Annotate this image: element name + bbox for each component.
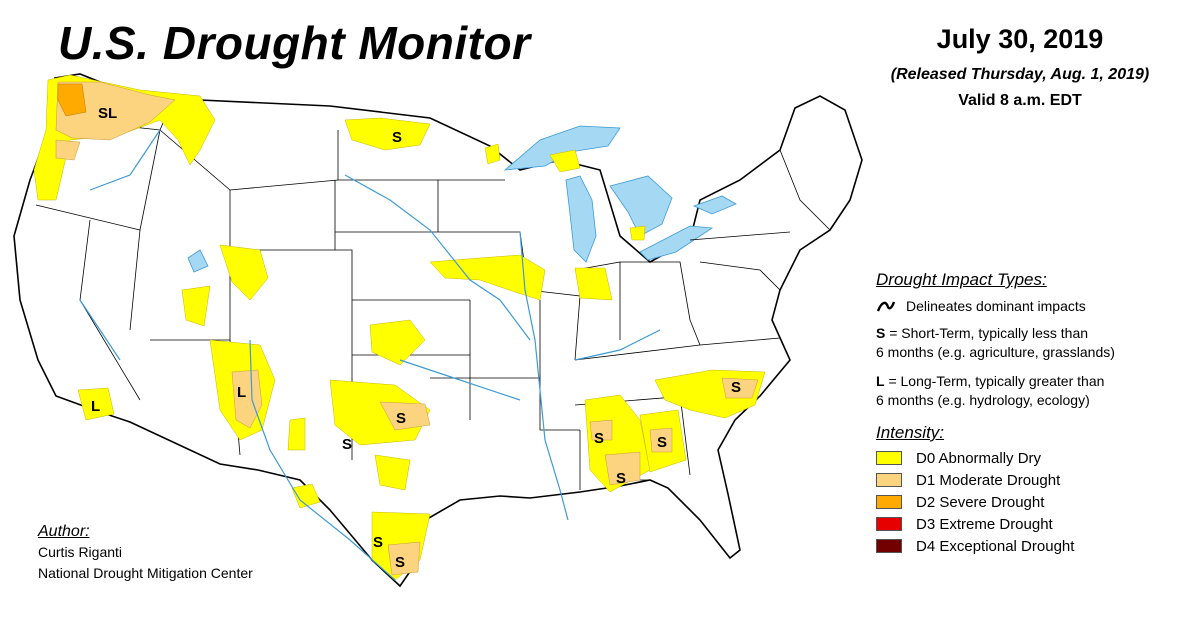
delineates-text: Delineates dominant impacts bbox=[906, 298, 1086, 314]
d0-ut-wy bbox=[219, 244, 269, 301]
d0-nd bbox=[344, 117, 431, 151]
map-label-nd-s: S bbox=[392, 129, 402, 146]
intensity-swatch bbox=[876, 495, 902, 509]
lake-ontario bbox=[692, 195, 737, 215]
intensity-label: D0 Abnormally Dry bbox=[916, 449, 1042, 467]
intensity-legend: Intensity: D0 Abnormally Dry D1 Moderate … bbox=[876, 423, 1176, 557]
intensity-item: D4 Exceptional Drought bbox=[876, 535, 1176, 557]
d2-wa bbox=[57, 83, 87, 117]
map-label-ca-l: L bbox=[91, 398, 100, 415]
author-org: National Drought Mitigation Center bbox=[38, 565, 253, 581]
d1-areas bbox=[55, 81, 759, 576]
intensity-item: D0 Abnormally Dry bbox=[876, 447, 1176, 469]
intensity-item: D3 Extreme Drought bbox=[876, 513, 1176, 535]
rivers bbox=[79, 129, 661, 581]
d1-nm bbox=[231, 369, 263, 429]
impact-types-heading: Drought Impact Types: bbox=[876, 270, 1047, 289]
map-title: U.S. Drought Monitor bbox=[58, 17, 531, 69]
map-label-tx-s2: S bbox=[395, 554, 405, 571]
d0-ks bbox=[369, 319, 426, 366]
short-term-def: S = Short-Term, typically less than 6 mo… bbox=[876, 324, 1186, 362]
map-date: July 30, 2019 bbox=[936, 24, 1104, 54]
intensity-label: D3 Extreme Drought bbox=[916, 515, 1053, 533]
d1-al bbox=[604, 451, 641, 486]
release-date: (Released Thursday, Aug. 1, 2019) bbox=[890, 66, 1150, 83]
great-salt-lake bbox=[187, 249, 209, 273]
impact-types-legend: Drought Impact Types: Delineates dominan… bbox=[876, 270, 1186, 410]
intensity-label: D4 Exceptional Drought bbox=[916, 537, 1075, 555]
long-term-letter: L bbox=[876, 373, 885, 389]
map-label-tx-w-s: S bbox=[342, 436, 352, 453]
short-term-line2: 6 months (e.g. agriculture, grasslands) bbox=[876, 344, 1115, 360]
d1-ok bbox=[379, 401, 431, 431]
great-lakes bbox=[187, 125, 737, 273]
us-outline bbox=[13, 73, 863, 588]
delineation-curve-icon bbox=[876, 301, 896, 312]
author-heading: Author: bbox=[38, 523, 90, 540]
short-term-line1: = Short-Term, typically less than bbox=[885, 325, 1089, 341]
long-term-line2: 6 months (e.g. hydrology, ecology) bbox=[876, 392, 1090, 408]
author-block: Author: Curtis Riganti National Drought … bbox=[38, 521, 253, 584]
intensity-item: D1 Moderate Drought bbox=[876, 469, 1176, 491]
lake-michigan bbox=[565, 175, 597, 263]
map-label-tx-s1: S bbox=[373, 534, 383, 551]
intensity-label: D2 Severe Drought bbox=[916, 493, 1045, 511]
map-label-fl-s: S bbox=[616, 470, 626, 487]
intensity-heading: Intensity: bbox=[876, 423, 945, 442]
intensity-item: D2 Severe Drought bbox=[876, 491, 1176, 513]
d0-ca bbox=[77, 387, 115, 421]
long-term-def: L = Long-Term, typically greater than 6 … bbox=[876, 372, 1186, 410]
d2-areas bbox=[57, 83, 87, 117]
map-label-nm-l: L bbox=[237, 384, 246, 401]
d1-wa bbox=[55, 81, 176, 141]
intensity-label: D1 Moderate Drought bbox=[916, 471, 1061, 489]
valid-time: Valid 8 a.m. EDT bbox=[958, 92, 1082, 109]
map-label-nc-s: S bbox=[731, 379, 741, 396]
intensity-swatch bbox=[876, 451, 902, 465]
map-label-ga-s: S bbox=[657, 434, 667, 451]
map-label-al-s: S bbox=[594, 430, 604, 447]
intensity-swatch bbox=[876, 473, 902, 487]
d1-s-tx bbox=[387, 541, 421, 576]
lake-superior bbox=[503, 125, 621, 171]
lake-huron bbox=[609, 175, 673, 237]
intensity-swatch bbox=[876, 539, 902, 553]
map-label-wa-sl: SL bbox=[98, 105, 117, 122]
delineates-row: Delineates dominant impacts bbox=[876, 298, 1186, 314]
author-name: Curtis Riganti bbox=[38, 544, 123, 560]
map-label-ok-s: S bbox=[396, 410, 406, 427]
long-term-line1: = Long-Term, typically greater than bbox=[884, 373, 1105, 389]
short-term-letter: S bbox=[876, 325, 886, 341]
intensity-swatch bbox=[876, 517, 902, 531]
